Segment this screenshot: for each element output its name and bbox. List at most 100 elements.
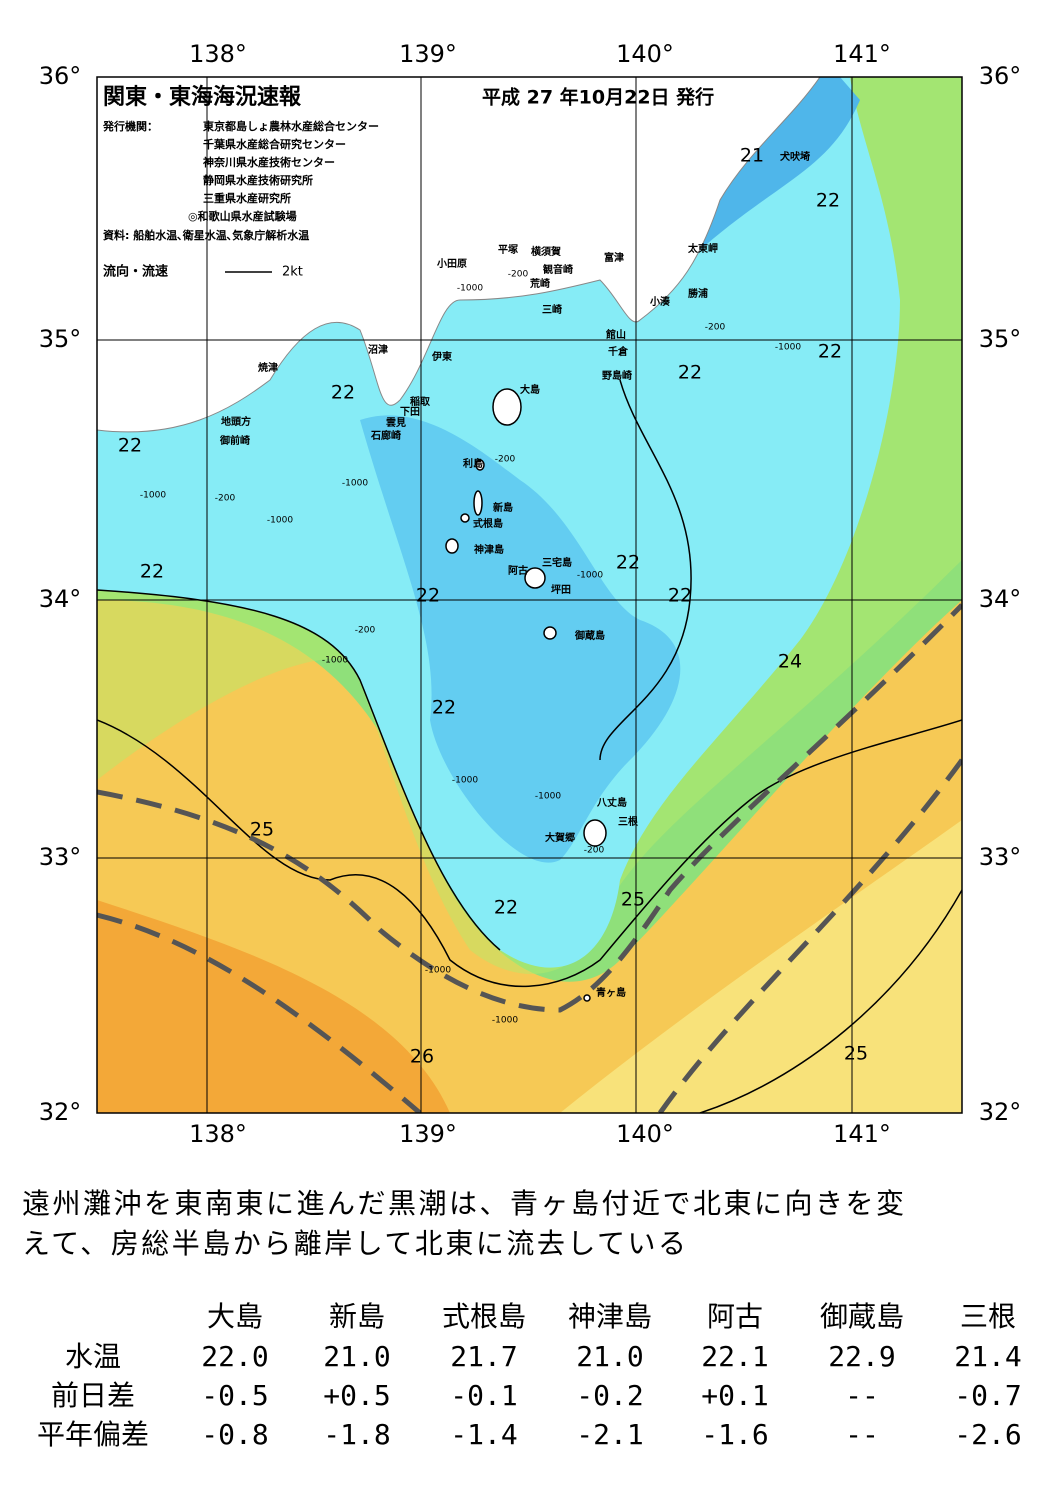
table-cell: -0.8 (201, 1418, 268, 1451)
summary-line: えて、房総半島から離岸して北東に流去している (22, 1227, 689, 1260)
graticule (97, 77, 962, 1113)
place-name: 三根 (618, 815, 638, 828)
table-cell: -2.1 (576, 1418, 643, 1451)
sea-hot (97, 900, 450, 1113)
place-name: 阿古 (508, 564, 528, 577)
place-name: 新島 (493, 501, 513, 514)
isotherm-label: 22 (118, 435, 142, 457)
place-name: 館山 (605, 328, 626, 341)
lat-label: 35° (39, 325, 82, 353)
place-name: 式根島 (473, 517, 503, 530)
place-name: 富津 (604, 251, 624, 264)
depth-label: -1000 (267, 516, 293, 526)
summary-line: 遠州灘沖を東南東に進んだ黒潮は、青ヶ島付近で北東に向きを変 (22, 1187, 907, 1220)
table-header: 式根島 (442, 1300, 526, 1333)
isotherm-label: 22 (140, 561, 164, 583)
place-name: 下田 (400, 406, 420, 418)
table-cell: -0.7 (954, 1379, 1021, 1412)
table-cell: -- (845, 1418, 879, 1451)
isotherm-label: 25 (250, 819, 274, 841)
table-cell: 21.4 (954, 1340, 1021, 1373)
depth-label: -1000 (425, 966, 451, 976)
depth-label: -1000 (342, 479, 368, 489)
table-cell: -0.5 (201, 1379, 268, 1412)
isotherm-label: 22 (678, 362, 702, 384)
sea-blue (360, 415, 681, 863)
lat-label: 32° (39, 1098, 82, 1126)
lat-label: 32° (979, 1098, 1022, 1126)
depth-label: -1000 (775, 343, 801, 353)
depth-label: -1000 (457, 284, 483, 294)
table-cell: 21.0 (323, 1340, 390, 1373)
place-name: 御蔵島 (574, 629, 605, 642)
isotherm-label: 24 (778, 651, 802, 673)
table-cell: -1.6 (701, 1418, 768, 1451)
place-name: 大賀郷 (545, 831, 575, 844)
place-name: 太東岬 (687, 242, 718, 255)
place-name: 犬吠埼 (780, 150, 810, 163)
isotherm-label: 22 (816, 190, 840, 212)
place-name: 地頭方 (221, 415, 251, 428)
depth-label: -200 (355, 626, 376, 636)
table-cell: 22.0 (201, 1340, 268, 1373)
isotherm-label: 22 (432, 697, 456, 719)
table-cell: -- (845, 1379, 879, 1412)
table-header: 阿古 (707, 1300, 763, 1333)
lon-label: 138° (189, 40, 247, 68)
lon-label: 141° (833, 1120, 891, 1148)
table-cell: 21.0 (576, 1340, 643, 1373)
place-name: 利島 (463, 457, 483, 470)
place-name: 大島 (520, 383, 540, 396)
table-cell: 22.9 (828, 1340, 895, 1373)
place-name: 沼津 (368, 343, 388, 356)
table-header: 神津島 (568, 1300, 652, 1333)
isotherm-label: 22 (668, 585, 692, 607)
place-name: 石廊崎 (370, 429, 401, 442)
place-name: 横須賀 (531, 245, 561, 258)
table-header: 大島 (207, 1300, 263, 1333)
lat-label: 36° (39, 62, 82, 90)
isotherm-label: 25 (844, 1043, 868, 1065)
place-name: 小湊 (649, 295, 671, 308)
place-name: 伊東 (431, 350, 452, 363)
table-cell: -0.1 (450, 1379, 517, 1412)
table-cell: -0.2 (576, 1379, 643, 1412)
table-cell: 21.7 (450, 1340, 517, 1373)
lon-label: 140° (616, 40, 674, 68)
lat-label: 34° (39, 585, 82, 613)
kuroshio-axis (97, 603, 962, 1113)
place-name: 勝浦 (688, 287, 708, 300)
table-header: 御蔵島 (820, 1300, 904, 1333)
isotherm-label: 22 (331, 382, 355, 404)
lon-label: 138° (189, 1120, 247, 1148)
issuer: 神奈川県水産技術センター (203, 155, 335, 169)
isotherm-label: 22 (818, 341, 842, 363)
place-name: 稲取 (410, 395, 431, 408)
place-name: 平塚 (498, 243, 518, 256)
depth-label: -200 (495, 455, 516, 465)
table-cell: -1.4 (450, 1418, 517, 1451)
depth-label: -1000 (140, 491, 166, 501)
lat-label: 33° (39, 843, 82, 871)
lon-label: 140° (616, 1120, 674, 1148)
place-name: 坪田 (551, 583, 571, 596)
lon-label: 139° (399, 40, 457, 68)
sea-yellow (560, 820, 962, 1113)
lon-label: 139° (399, 1120, 457, 1148)
isotherms (97, 379, 962, 1113)
place-name: 焼津 (258, 361, 278, 374)
lon-label: 141° (833, 40, 891, 68)
isotherm-label: 22 (416, 585, 440, 607)
place-name: 御前崎 (219, 434, 250, 447)
place-name: 神津島 (474, 543, 504, 556)
islands (445, 388, 607, 1002)
issuer: ◎和歌山県水産試験場 (188, 209, 297, 223)
table-header: 三根 (960, 1300, 1016, 1333)
labels: 東京都島しょ農林水産総合センター千葉県水産総合研究センター神奈川県水産技術センタ… (22, 40, 1022, 1451)
depth-label: -1000 (492, 1016, 518, 1026)
issuer: 静岡県水産技術研究所 (203, 173, 313, 187)
depth-label: -200 (584, 846, 605, 856)
table-cell: -2.6 (954, 1418, 1021, 1451)
